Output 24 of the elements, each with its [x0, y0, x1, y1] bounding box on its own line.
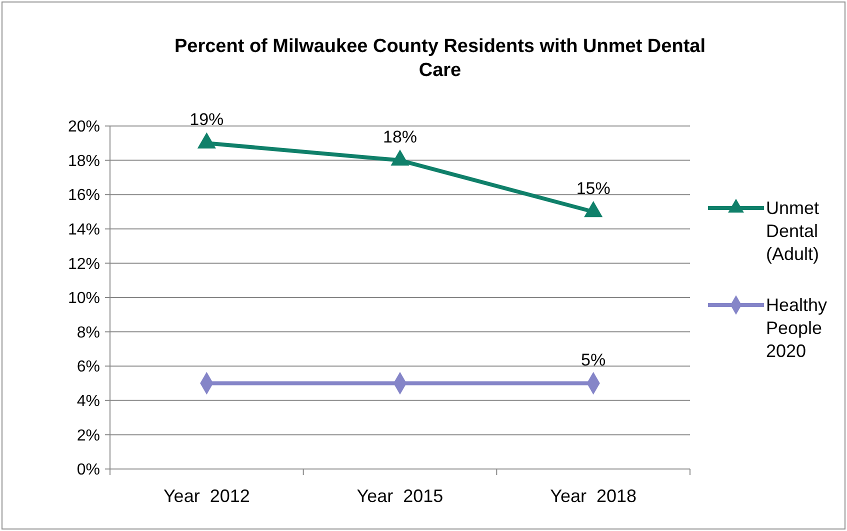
- legend-label: Unmet Dental (Adult): [766, 198, 820, 264]
- data-label: 5%: [581, 350, 606, 370]
- data-label: 19%: [190, 110, 224, 130]
- data-label: 18%: [382, 127, 418, 146]
- x-tick-label: Year 2018: [550, 486, 637, 506]
- point: [390, 150, 410, 166]
- y-tick-label: 6%: [76, 358, 100, 376]
- y-tick-label: 0%: [76, 462, 100, 479]
- y-tick-label: 12%: [68, 256, 100, 273]
- y-tick-label: 16%: [68, 187, 100, 204]
- y-tick-label: 4%: [76, 393, 100, 410]
- y-tick-label: 2%: [76, 427, 100, 444]
- point: [584, 201, 603, 218]
- y-tick-label: 10%: [68, 290, 100, 308]
- chart-title: Percent of Milwaukee County Residents with Unmet Dental Care: [174, 36, 706, 81]
- x-tick-label: Year 2012: [163, 486, 250, 506]
- y-tick-label: 14%: [68, 222, 100, 238]
- y-tick-label: 20%: [68, 118, 100, 136]
- legend-label: Healthy People 2020: [766, 295, 828, 361]
- y-tick-label: 18%: [68, 152, 100, 170]
- data-label: 15%: [576, 178, 610, 198]
- x-tick-label: Year 2015: [356, 486, 444, 506]
- point: [197, 132, 216, 149]
- y-tick-label: 8%: [76, 324, 100, 342]
